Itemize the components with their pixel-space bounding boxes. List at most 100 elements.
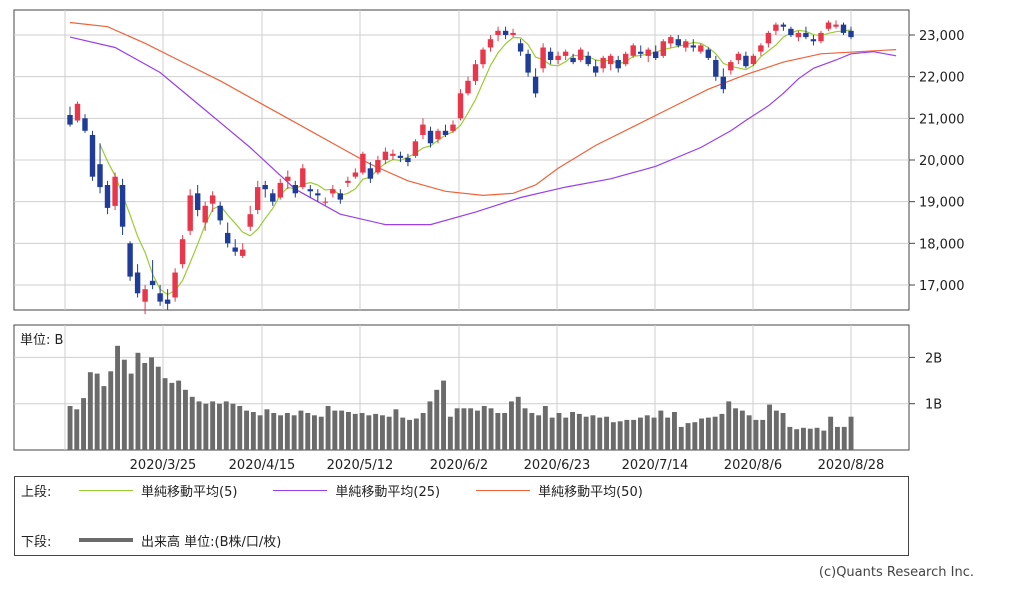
volume-bar bbox=[475, 410, 480, 450]
candle-up bbox=[412, 141, 419, 156]
candle-up bbox=[352, 172, 359, 177]
volume-bar bbox=[149, 357, 154, 450]
volume-bar bbox=[257, 415, 263, 450]
volume-bar bbox=[87, 372, 93, 450]
candle-down bbox=[743, 55, 749, 67]
x-tick-label: 2020/6/2 bbox=[430, 458, 488, 473]
volume-bar bbox=[773, 410, 779, 450]
volume-bar bbox=[760, 419, 766, 450]
volume-bar bbox=[542, 406, 548, 450]
volume-bar bbox=[509, 401, 514, 450]
candle-up bbox=[142, 289, 148, 302]
candle-up bbox=[247, 214, 253, 227]
volume-bar bbox=[74, 409, 80, 450]
candle-down bbox=[713, 60, 719, 77]
volume-bar bbox=[413, 418, 419, 450]
candle-up bbox=[277, 182, 283, 198]
candle-up bbox=[608, 55, 614, 65]
volume-bar bbox=[692, 422, 698, 450]
volume-bar bbox=[244, 410, 249, 450]
candle-down bbox=[232, 247, 238, 252]
candle-up bbox=[322, 201, 328, 203]
volume-bar bbox=[250, 412, 256, 450]
volume-bar bbox=[312, 415, 317, 450]
candle-down bbox=[89, 135, 96, 177]
volume-bar bbox=[549, 417, 555, 450]
candle-up bbox=[465, 80, 471, 94]
volume-bar bbox=[814, 427, 820, 450]
volume-bar bbox=[678, 426, 684, 450]
price-grid bbox=[14, 10, 909, 310]
volume-bar bbox=[427, 401, 433, 450]
candle-up bbox=[562, 51, 569, 56]
volume-bar bbox=[366, 415, 372, 450]
volume-bar bbox=[604, 416, 609, 450]
volume-bars bbox=[67, 345, 854, 450]
candle-up bbox=[480, 49, 486, 65]
legend-ma25-text: 単純移動平均(25) bbox=[335, 484, 441, 500]
candle-down bbox=[532, 76, 539, 94]
volume-bar bbox=[576, 413, 582, 450]
candle-up bbox=[390, 153, 396, 156]
volume-bar bbox=[237, 406, 243, 450]
candle-up bbox=[600, 57, 606, 69]
price-y-tick-label: 21,000 bbox=[919, 112, 965, 127]
candle-up bbox=[240, 249, 246, 256]
volume-bar bbox=[631, 419, 637, 450]
candle-down bbox=[803, 32, 809, 38]
x-tick-label: 2020/8/28 bbox=[818, 458, 885, 473]
volume-bar bbox=[461, 408, 467, 450]
candle-down bbox=[593, 66, 599, 73]
volume-bar bbox=[284, 413, 290, 450]
volume-bar bbox=[733, 408, 738, 450]
volume-bar bbox=[570, 412, 575, 450]
ma5-swatch bbox=[79, 489, 133, 491]
volume-bar bbox=[142, 363, 148, 450]
candle-down bbox=[427, 130, 434, 144]
x-tick-label: 2020/5/12 bbox=[327, 458, 394, 473]
candle-down bbox=[97, 164, 103, 188]
volume-bar bbox=[373, 413, 379, 450]
volume-bar bbox=[271, 413, 277, 450]
candle-up bbox=[345, 180, 351, 183]
candle-up bbox=[172, 272, 178, 298]
volume-bar bbox=[217, 403, 222, 450]
legend-upper-label: 上段: bbox=[21, 484, 52, 500]
volume-bar bbox=[352, 413, 358, 450]
volume-bar bbox=[563, 417, 569, 450]
ma50-line bbox=[69, 21, 897, 197]
x-tick-label: 2020/7/14 bbox=[622, 458, 689, 473]
volume-bar bbox=[339, 410, 345, 450]
volume-bar bbox=[298, 410, 304, 450]
volume-bar bbox=[502, 413, 508, 450]
volume-bar bbox=[658, 410, 664, 450]
candle-up bbox=[457, 93, 464, 119]
price-y-tick-label: 22,000 bbox=[919, 71, 965, 86]
candle-up bbox=[210, 195, 216, 204]
candle-up bbox=[360, 153, 366, 173]
ma25-swatch bbox=[273, 489, 328, 491]
volume-unit-label: 単位: B bbox=[20, 332, 63, 348]
legend-ma50: 単純移動平均(50) bbox=[476, 481, 643, 500]
candle-up bbox=[435, 130, 441, 140]
candle-down bbox=[119, 185, 126, 227]
candle-up bbox=[645, 49, 651, 56]
volume-bar bbox=[828, 416, 834, 450]
price-y-tick-label: 17,000 bbox=[919, 279, 965, 294]
volume-bar bbox=[638, 417, 643, 450]
candle-up bbox=[202, 205, 208, 223]
candle-down bbox=[270, 193, 276, 202]
volume-bar bbox=[590, 415, 596, 450]
candle-down bbox=[149, 280, 156, 285]
volume-bar bbox=[624, 419, 630, 450]
candle-down bbox=[780, 24, 787, 27]
volume-bar bbox=[169, 382, 175, 450]
candle-down bbox=[82, 118, 88, 131]
price-y-axis: 23,000 22,000 21,000 20,000 19,000 18,000 17,0… bbox=[909, 29, 965, 294]
candle-up bbox=[74, 103, 81, 121]
candle-up bbox=[660, 41, 666, 56]
volume-bar bbox=[726, 401, 732, 450]
volume-bar bbox=[203, 403, 209, 450]
candle-down bbox=[638, 51, 644, 54]
credit-text: (c)Quants Research Inc. bbox=[818, 565, 974, 580]
